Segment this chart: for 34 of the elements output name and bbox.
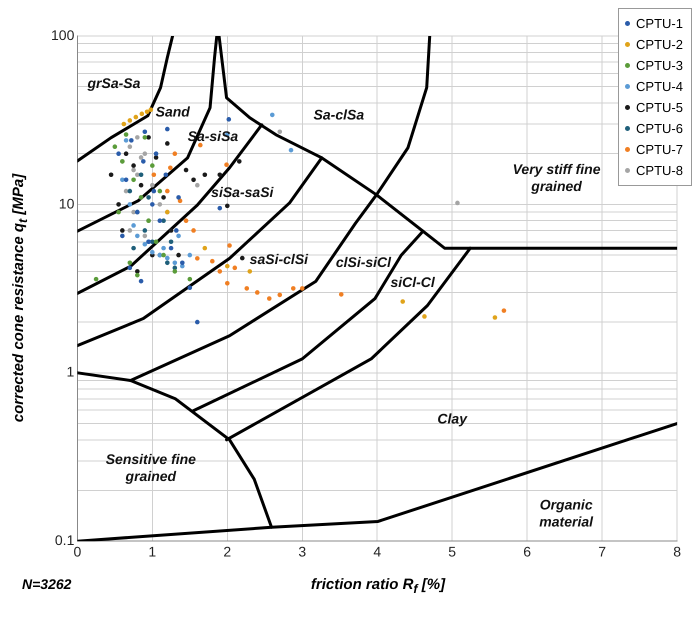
x-tick-label: 1 (148, 543, 156, 560)
y-tick-label: 10 (58, 195, 75, 212)
annotation: Sa-clSa (314, 106, 364, 123)
x-tick-label: 6 (523, 543, 532, 560)
legend-label: CPTU-8 (636, 163, 683, 178)
y-tick-label: 100 (51, 26, 75, 43)
annotation: siCl-Cl (390, 274, 436, 290)
legend-label: CPTU-2 (636, 37, 683, 52)
annotation: Clay (437, 410, 468, 426)
legend-label: CPTU-7 (636, 142, 683, 157)
x-tick-label: 0 (73, 543, 82, 560)
annotation: Sand (156, 104, 190, 120)
legend-label: CPTU-4 (636, 79, 683, 94)
legend-label: CPTU-6 (636, 121, 683, 136)
legend-label: CPTU-1 (636, 16, 683, 31)
x-tick-label: 3 (298, 543, 306, 560)
y-tick-label: 0.1 (54, 532, 75, 548)
annotation: grSa-Sa (86, 74, 141, 91)
x-tick-label: 8 (673, 543, 682, 560)
x-tick-label: 5 (448, 543, 456, 560)
legend-label: CPTU-5 (636, 100, 683, 115)
annotation: saSi-clSi (250, 251, 310, 268)
annotation: siSa-saSi (211, 184, 275, 200)
annotation: clSi-siCl (336, 254, 392, 270)
annotation: Organic material (539, 496, 594, 530)
x-tick-label: 2 (223, 543, 232, 560)
x-axis-title: friction ratio R$_{f}$ [%] (310, 576, 446, 596)
annotation: Sensitive fine grained (106, 450, 196, 484)
x-tick-label: 4 (373, 543, 382, 560)
y-tick-label: 1 (66, 364, 75, 380)
text: N=3262 (22, 576, 72, 592)
legend-label: CPTU-3 (636, 58, 683, 73)
x-tick-label: 7 (598, 543, 606, 560)
annotation: Very stiff fine grained (512, 160, 601, 194)
